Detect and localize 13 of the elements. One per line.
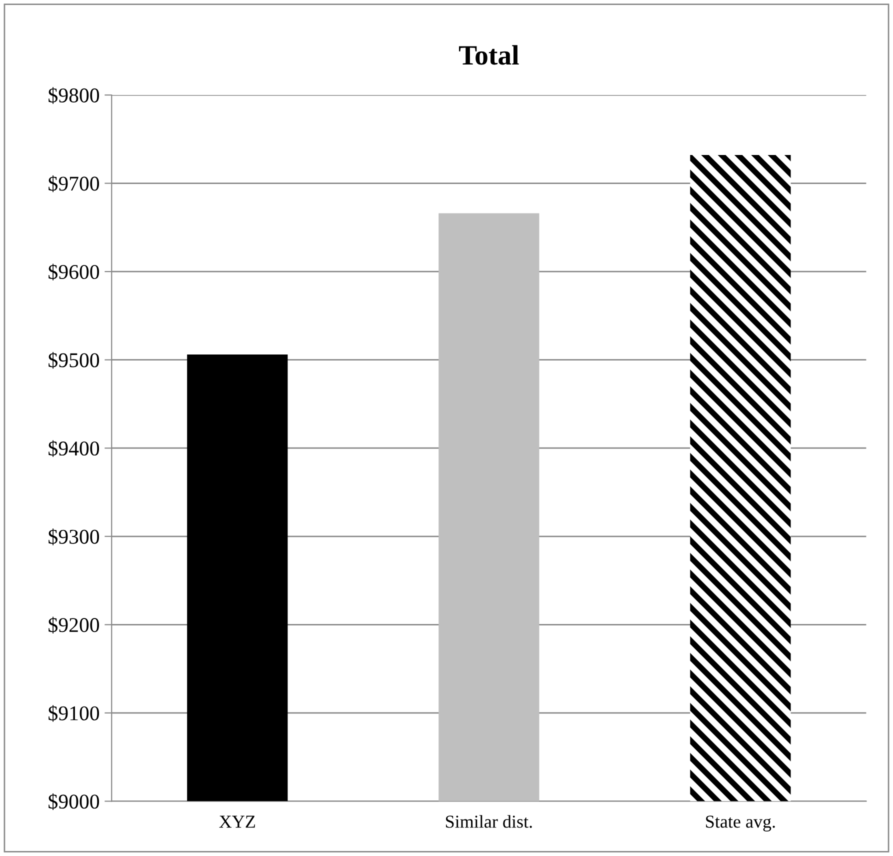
y-tick-label: $9000	[48, 793, 100, 810]
x-tick-label: Similar dist.	[446, 815, 532, 828]
chart-title: Total	[458, 45, 519, 65]
y-tick-label: $9800	[48, 87, 100, 104]
y-tick-label: $9600	[48, 264, 100, 280]
y-tick-label: $9100	[48, 705, 100, 722]
y-tick-label: $9400	[48, 440, 100, 457]
y-tick-label: $9500	[48, 352, 100, 369]
y-tick-label: $9300	[48, 528, 100, 546]
x-tick-label: XYZ	[219, 816, 255, 828]
y-tick-label: $9200	[48, 616, 100, 634]
x-tick-label: State avg.	[706, 816, 775, 832]
y-tick-label: $9700	[48, 175, 100, 192]
